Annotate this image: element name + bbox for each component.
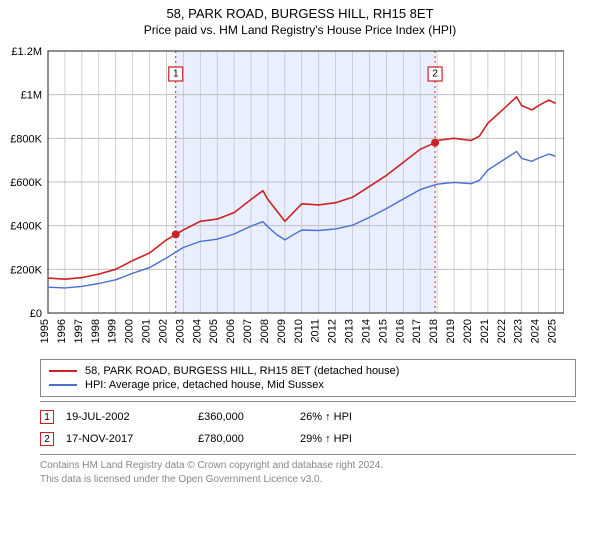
svg-text:2007: 2007	[242, 319, 254, 343]
svg-text:£0: £0	[30, 308, 42, 320]
page-subtitle: Price paid vs. HM Land Registry's House …	[0, 21, 600, 43]
legend-item-hpi: HPI: Average price, detached house, Mid …	[49, 378, 567, 392]
svg-text:1: 1	[173, 69, 179, 80]
page-title: 58, PARK ROAD, BURGESS HILL, RH15 8ET	[0, 0, 600, 21]
svg-text:2025: 2025	[547, 319, 559, 343]
svg-text:2008: 2008	[259, 319, 271, 343]
svg-text:2016: 2016	[394, 319, 406, 343]
sale-date: 19-JUL-2002	[66, 411, 186, 423]
svg-text:2015: 2015	[377, 319, 389, 343]
svg-text:2001: 2001	[141, 319, 153, 343]
sale-marker: 1	[40, 410, 54, 424]
sale-price: £780,000	[198, 433, 288, 445]
sales-table: 1 19-JUL-2002 £360,000 26% ↑ HPI 2 17-NO…	[40, 401, 576, 450]
svg-text:£600K: £600K	[10, 177, 42, 189]
legend-item-property: 58, PARK ROAD, BURGESS HILL, RH15 8ET (d…	[49, 364, 567, 378]
svg-text:2014: 2014	[360, 319, 372, 343]
svg-text:2005: 2005	[208, 319, 220, 343]
svg-text:2023: 2023	[513, 319, 525, 343]
legend-label-property: 58, PARK ROAD, BURGESS HILL, RH15 8ET (d…	[85, 365, 399, 377]
svg-text:£200K: £200K	[10, 264, 42, 276]
svg-text:2002: 2002	[157, 319, 169, 343]
svg-text:1995: 1995	[39, 319, 51, 343]
price-chart: £0 £200K £400K £600K £800K £1M £1.2M 1995 1996 19…	[4, 43, 564, 353]
svg-text:£800K: £800K	[10, 133, 42, 145]
svg-text:1998: 1998	[90, 319, 102, 343]
svg-text:2013: 2013	[344, 319, 356, 343]
sale-marker: 2	[40, 432, 54, 446]
svg-text:2021: 2021	[479, 319, 491, 343]
svg-text:2010: 2010	[293, 319, 305, 343]
svg-text:£1M: £1M	[21, 90, 42, 102]
legend-swatch-hpi	[49, 384, 77, 386]
svg-text:2003: 2003	[174, 319, 186, 343]
svg-text:2000: 2000	[124, 319, 136, 343]
svg-text:2024: 2024	[530, 319, 542, 343]
svg-text:2022: 2022	[496, 319, 508, 343]
svg-text:2017: 2017	[411, 319, 423, 343]
legend-swatch-property	[49, 370, 77, 372]
svg-text:£1.2M: £1.2M	[11, 46, 42, 58]
svg-text:£400K: £400K	[10, 221, 42, 233]
svg-text:2006: 2006	[225, 319, 237, 343]
svg-text:2012: 2012	[327, 319, 339, 343]
svg-text:2: 2	[432, 69, 438, 80]
svg-text:2011: 2011	[310, 319, 322, 343]
svg-text:2019: 2019	[445, 319, 457, 343]
svg-text:1997: 1997	[73, 319, 85, 343]
legend-label-hpi: HPI: Average price, detached house, Mid …	[85, 379, 324, 391]
sale-price: £360,000	[198, 411, 288, 423]
svg-text:1999: 1999	[107, 319, 119, 343]
svg-text:2018: 2018	[428, 319, 440, 343]
sale-pct: 26% ↑ HPI	[300, 411, 410, 423]
svg-text:2004: 2004	[191, 319, 203, 343]
attribution: Contains HM Land Registry data © Crown c…	[40, 454, 576, 486]
svg-text:1996: 1996	[56, 319, 68, 343]
sale-date: 17-NOV-2017	[66, 433, 186, 445]
svg-text:2009: 2009	[276, 319, 288, 343]
sale-pct: 29% ↑ HPI	[300, 433, 410, 445]
legend: 58, PARK ROAD, BURGESS HILL, RH15 8ET (d…	[40, 359, 576, 397]
table-row: 1 19-JUL-2002 £360,000 26% ↑ HPI	[40, 406, 576, 428]
attribution-line: Contains HM Land Registry data © Crown c…	[40, 459, 576, 473]
table-row: 2 17-NOV-2017 £780,000 29% ↑ HPI	[40, 428, 576, 450]
svg-text:2020: 2020	[462, 319, 474, 343]
attribution-line: This data is licensed under the Open Gov…	[40, 473, 576, 487]
